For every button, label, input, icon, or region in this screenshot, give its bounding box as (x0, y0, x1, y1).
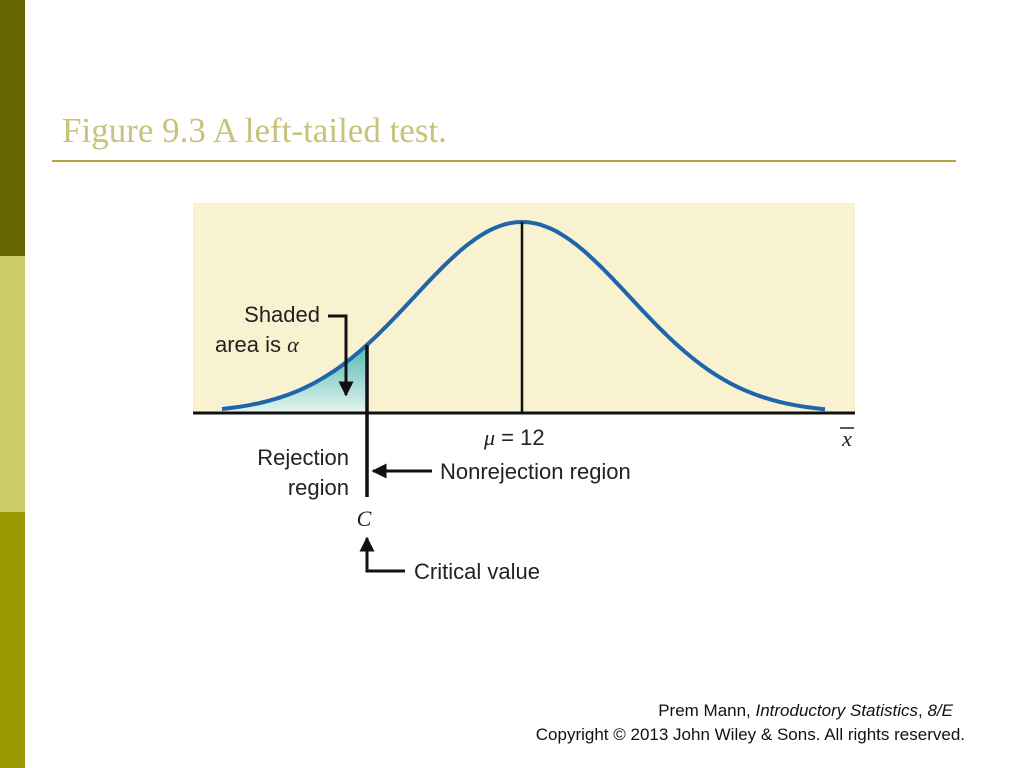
mean-value: = 12 (501, 425, 544, 450)
shaded-arrow (328, 314, 354, 397)
nonrejection-label: Nonrejection region (440, 459, 631, 484)
slide-title: Figure 9.3 A left-tailed test. (62, 111, 447, 150)
critical-symbol: C (357, 506, 372, 531)
footer-part: , (918, 701, 927, 720)
footer-citation: Prem Mann, Introductory Statistics, 8/E (658, 701, 953, 720)
critical-arrow (359, 536, 405, 573)
critical-label: Critical value (414, 559, 540, 584)
alpha-symbol: α (287, 332, 299, 357)
normal-curve (221, 219, 826, 412)
rejection-area (222, 344, 367, 413)
side-band (0, 256, 25, 512)
rejection-label: region (288, 475, 349, 500)
footer-part: 8/E (927, 701, 953, 720)
footer-part: Introductory Statistics (756, 701, 919, 720)
rejection-label: Rejection (257, 445, 349, 470)
x-axis-symbol: x (841, 426, 852, 451)
mean-symbol: μ (483, 425, 495, 450)
figure-panel (193, 203, 855, 413)
shaded-label: area is α (215, 332, 299, 357)
side-band (0, 0, 25, 256)
side-band (0, 512, 25, 768)
footer-copyright: Copyright © 2013 John Wiley & Sons. All … (536, 725, 965, 744)
shaded-label: Shaded (244, 302, 320, 327)
shaded-label: area is (215, 332, 281, 357)
mean-label: μ = 12 (483, 425, 545, 450)
footer-part: Prem Mann, (658, 701, 755, 720)
